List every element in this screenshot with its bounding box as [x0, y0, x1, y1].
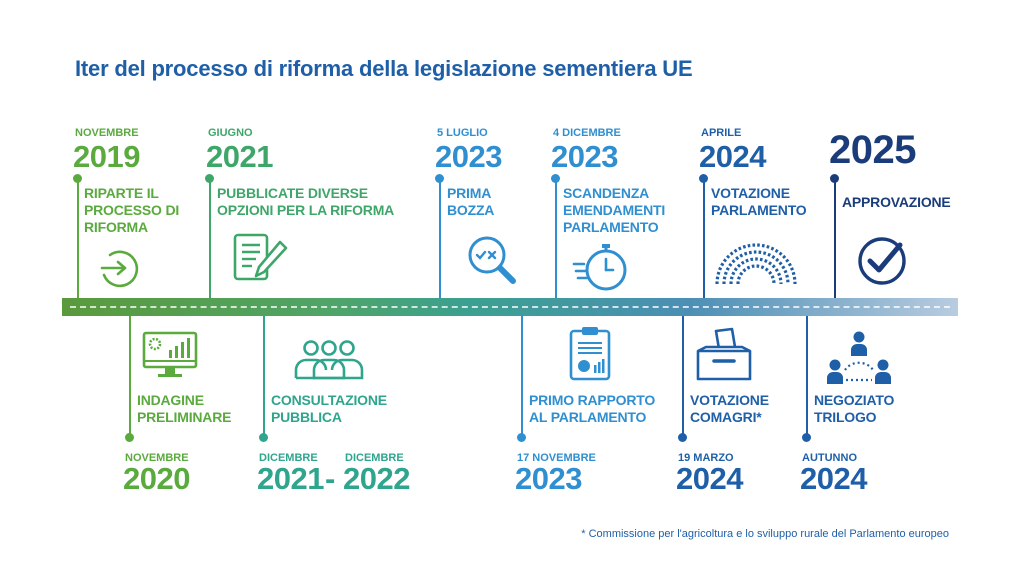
event-description: VOTAZIONE COMAGRI* [690, 392, 769, 425]
event-stem [77, 178, 79, 298]
event-year: 2019 [73, 139, 140, 174]
event-year-end: 2022 [343, 461, 410, 496]
magnifier-icon [468, 236, 516, 284]
event-dot [125, 433, 134, 442]
event-period: NOVEMBRE [75, 127, 139, 139]
event-year: 2024 [800, 461, 867, 496]
event-year: 2024 [699, 139, 766, 174]
event-period: 17 NOVEMBRE [517, 452, 596, 464]
event-stem [521, 316, 523, 435]
event-description: VOTAZIONE PARLAMENTO [711, 185, 807, 218]
people-group-icon [294, 340, 364, 380]
footnote: * Commissione per l'agricoltura e lo svi… [581, 528, 949, 540]
event-dot [802, 433, 811, 442]
event-stem [129, 316, 131, 435]
event-stem [703, 178, 705, 298]
event-year: 2025 [829, 128, 916, 172]
document-pen-icon [233, 233, 288, 281]
event-stem [263, 316, 265, 435]
event-stem [555, 178, 557, 298]
event-description: CONSULTAZIONE PUBBLICA [271, 392, 387, 425]
event-stem [209, 178, 211, 298]
event-description: PUBBLICATE DIVERSE OPZIONI PER LA RIFORMA [217, 185, 395, 218]
event-description: INDAGINE PRELIMINARE [137, 392, 232, 425]
event-period: 5 LUGLIO [437, 127, 488, 139]
event-period: NOVEMBRE [125, 452, 189, 464]
event-stem [834, 178, 836, 298]
event-description: RIPARTE IL PROCESSO DI RIFORMA [84, 185, 180, 235]
event-year-start: 2021 [257, 461, 324, 496]
event-stem [682, 316, 684, 435]
event-period: APRILE [701, 127, 742, 139]
event-dot [259, 433, 268, 442]
monitor-chart-icon [142, 331, 198, 377]
event-year: 2023 [551, 139, 618, 174]
parliament-icon [715, 243, 797, 285]
stopwatch-icon [572, 244, 627, 291]
event-year: 2024 [676, 461, 743, 496]
event-year: 2023 [515, 461, 582, 496]
event-year: 2021 [206, 139, 273, 174]
event-description: APPROVAZIONE [842, 194, 951, 210]
event-description: PRIMO RAPPORTO AL PARLAMENTO [529, 392, 656, 425]
event-dot [678, 433, 687, 442]
event-period: GIUGNO [208, 127, 253, 139]
page-title: Iter del processo di riforma della legis… [75, 56, 693, 81]
trilogue-people-icon [827, 331, 891, 384]
event-year: 2023 [435, 139, 502, 174]
check-circle-icon [858, 237, 906, 285]
timeline-bar [62, 298, 958, 316]
event-period-end: DICEMBRE [345, 452, 404, 464]
event-period-start: DICEMBRE [259, 452, 318, 464]
event-stem [439, 178, 441, 298]
event-description: NEGOZIATO TRILOGO [814, 392, 895, 425]
event-description: SCANDENZA EMENDAMENTI PARLAMENTO [563, 185, 666, 235]
event-description: PRIMA BOZZA [447, 185, 495, 218]
event-year: 2020 [123, 461, 190, 496]
range-dash: - [325, 461, 335, 496]
event-period: AUTUNNO [802, 452, 857, 464]
clipboard-report-icon [569, 327, 611, 381]
ballot-box-icon [696, 327, 752, 381]
event-stem [806, 316, 808, 435]
event-period: 19 MARZO [678, 452, 734, 464]
event-dot [517, 433, 526, 442]
arrow-circle-icon [100, 250, 139, 288]
event-period: 4 DICEMBRE [553, 127, 621, 139]
timeline-dashes [70, 306, 950, 308]
